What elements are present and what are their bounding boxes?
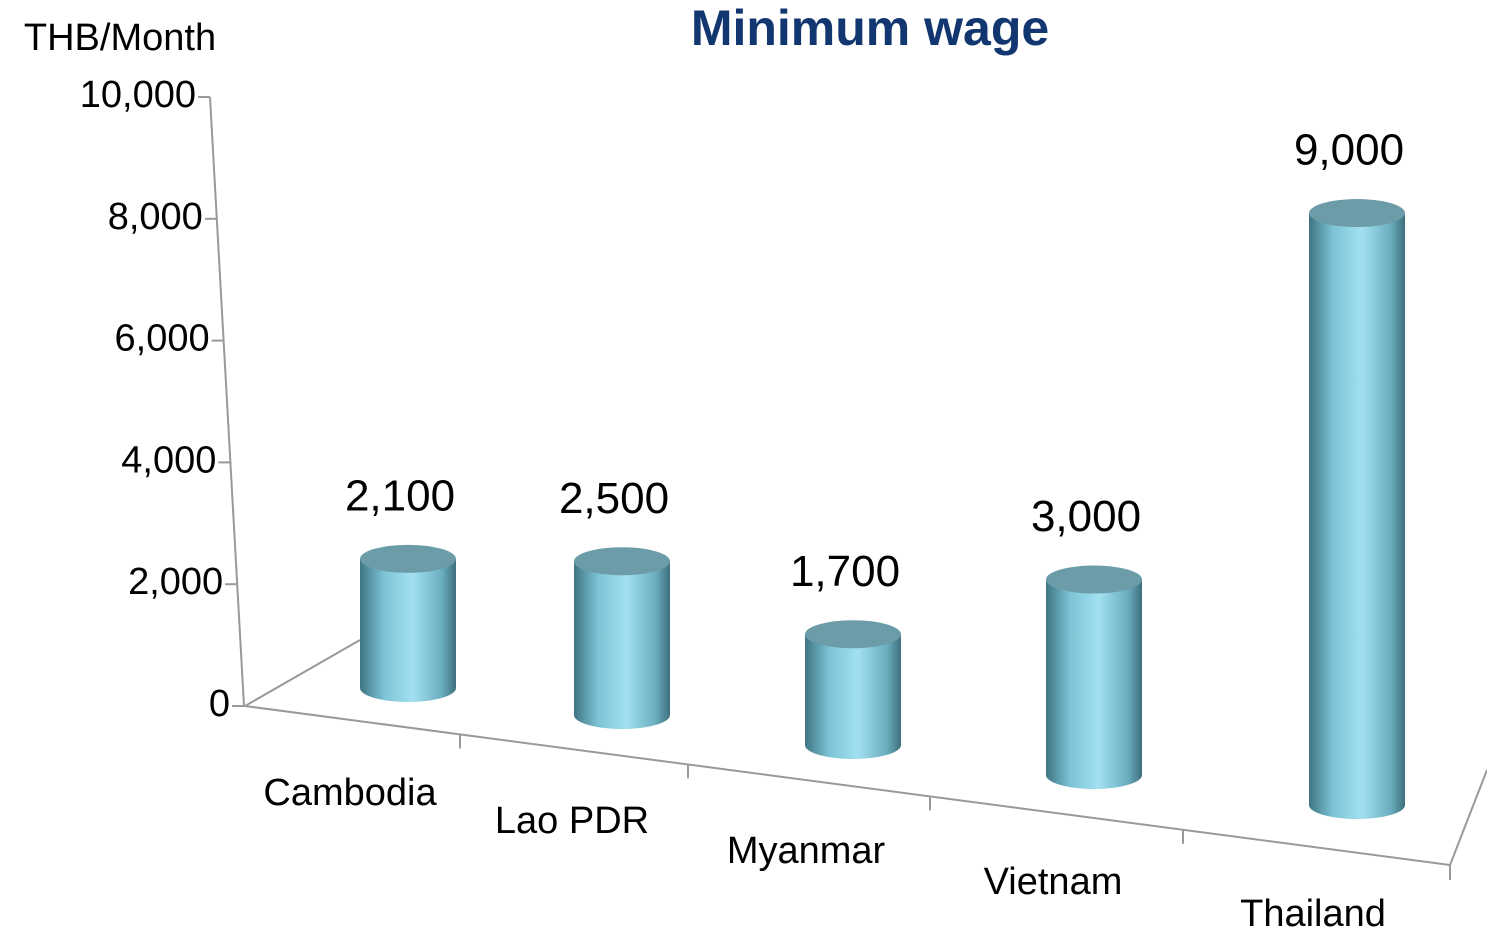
value-label: 2,100 bbox=[345, 471, 455, 520]
y-tick-label: 6,000 bbox=[115, 318, 210, 360]
y-tick-label: 10,000 bbox=[80, 74, 196, 116]
bar-top bbox=[1046, 565, 1142, 594]
bar bbox=[805, 620, 901, 759]
bar-body bbox=[360, 558, 456, 702]
bar-top bbox=[360, 544, 456, 573]
floor bbox=[241, 639, 1487, 867]
x-tick-label: Vietnam bbox=[984, 861, 1123, 903]
y-axis-label: THB/Month bbox=[24, 17, 216, 59]
bar-top bbox=[1309, 199, 1405, 228]
y-tick-label: 4,000 bbox=[121, 439, 216, 481]
bar-body bbox=[574, 561, 670, 729]
bar-body bbox=[1046, 579, 1142, 789]
bar bbox=[360, 544, 456, 702]
chart-title: Minimum wage bbox=[691, 0, 1049, 56]
x-tick-label: Lao PDR bbox=[495, 800, 649, 842]
value-label: 2,500 bbox=[559, 474, 669, 523]
bar bbox=[1046, 565, 1142, 789]
bar-top bbox=[805, 620, 901, 649]
y-tick-label: 2,000 bbox=[128, 561, 223, 603]
bar-body bbox=[805, 634, 901, 759]
x-tick-label: Cambodia bbox=[263, 772, 437, 814]
bar-body bbox=[1309, 213, 1405, 819]
x-tick-label: Thailand bbox=[1240, 893, 1386, 935]
value-label: 1,700 bbox=[790, 547, 900, 596]
x-tick-label: Myanmar bbox=[727, 830, 886, 872]
bar bbox=[574, 547, 670, 729]
y-axis bbox=[209, 96, 245, 707]
bar-top bbox=[574, 547, 670, 576]
y-tick-label: 0 bbox=[209, 683, 230, 725]
bar bbox=[1309, 199, 1405, 819]
value-label: 9,000 bbox=[1294, 126, 1404, 175]
value-label: 3,000 bbox=[1031, 492, 1141, 541]
y-tick-label: 8,000 bbox=[108, 196, 203, 238]
